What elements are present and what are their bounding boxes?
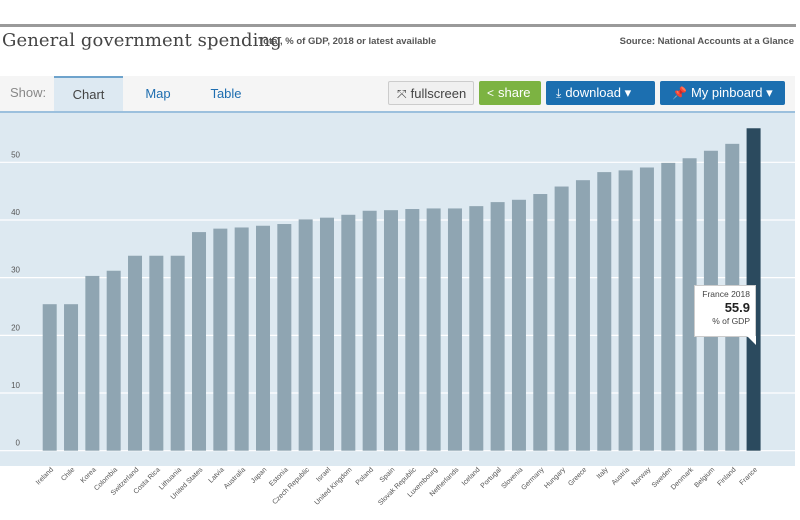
bar-poland[interactable] bbox=[362, 210, 377, 451]
bar-estonia[interactable] bbox=[277, 224, 292, 451]
bar-sweden[interactable] bbox=[661, 162, 676, 451]
page-title: General government spending bbox=[2, 30, 282, 51]
tooltip-pointer bbox=[747, 336, 756, 345]
pin-icon: 📌 bbox=[672, 86, 687, 100]
download-icon: ⤓ bbox=[556, 86, 562, 100]
x-tick-label: Chile bbox=[60, 466, 76, 482]
bar-switzerland[interactable] bbox=[128, 255, 143, 451]
toolbar: Show: Chart Map Table ⤧ fullscreen < share… bbox=[0, 76, 795, 113]
bar-australia[interactable] bbox=[234, 227, 249, 451]
bar-korea[interactable] bbox=[85, 275, 100, 451]
x-tick-label: Italy bbox=[596, 466, 610, 480]
bar-japan[interactable] bbox=[256, 225, 270, 451]
tooltip-name: France 2018 bbox=[702, 289, 750, 299]
x-tick-label: Norway bbox=[631, 466, 653, 488]
bar-luxembourg[interactable] bbox=[426, 208, 441, 451]
x-tick-label: United Kingdom bbox=[314, 466, 354, 506]
bar-portugal[interactable] bbox=[490, 202, 505, 451]
y-tick-label: 10 bbox=[11, 381, 20, 390]
tab-table[interactable]: Table bbox=[210, 86, 242, 101]
bar-colombia[interactable] bbox=[106, 270, 121, 451]
bar-iceland[interactable] bbox=[469, 206, 484, 451]
bar-italy[interactable] bbox=[597, 172, 612, 451]
x-tick-label: France bbox=[739, 466, 759, 486]
bar-spain[interactable] bbox=[383, 210, 398, 451]
download-label: download ▾ bbox=[565, 85, 632, 100]
top-rule bbox=[0, 24, 796, 27]
bar-czech-republic[interactable] bbox=[298, 219, 313, 451]
x-tick-label: Belgium bbox=[694, 466, 717, 489]
x-tick-label: Greece bbox=[567, 466, 588, 487]
x-tick-label: Germany bbox=[520, 466, 546, 492]
x-tick-label: Portugal bbox=[480, 466, 504, 490]
bars bbox=[42, 128, 761, 451]
expand-arrows-icon: ⤧ bbox=[397, 87, 407, 101]
bar-israel[interactable] bbox=[319, 217, 334, 451]
bar-denmark[interactable] bbox=[682, 158, 697, 451]
x-tick-label: Denmark bbox=[670, 466, 695, 491]
x-tick-label: Austria bbox=[611, 466, 631, 486]
download-button[interactable]: ⤓ download ▾ bbox=[546, 81, 655, 105]
x-tick-label: Australia bbox=[223, 466, 247, 490]
x-tick-label: Iceland bbox=[461, 466, 482, 487]
x-tick-label: Ireland bbox=[35, 466, 55, 486]
y-axis-ticks: 0 10 20 30 40 50 bbox=[11, 150, 20, 447]
show-label: Show: bbox=[10, 85, 47, 100]
bar-costa-rica[interactable] bbox=[149, 255, 164, 451]
fullscreen-button[interactable]: ⤧ fullscreen bbox=[388, 81, 474, 105]
share-icon: < bbox=[487, 86, 495, 100]
source-note: Source: National Accounts at a Glance bbox=[619, 36, 794, 47]
y-tick-label: 40 bbox=[11, 208, 20, 217]
share-label: share bbox=[498, 85, 531, 100]
bar-germany[interactable] bbox=[533, 194, 548, 451]
bar-slovenia[interactable] bbox=[511, 199, 526, 451]
share-button[interactable]: < share bbox=[479, 81, 541, 105]
fullscreen-label: fullscreen bbox=[410, 86, 467, 101]
x-tick-label: Spain bbox=[379, 466, 397, 484]
bar-norway[interactable] bbox=[639, 167, 654, 451]
tooltip: France 2018 55.9 % of GDP bbox=[694, 285, 756, 345]
bar-latvia[interactable] bbox=[213, 228, 228, 451]
x-tick-label: Japan bbox=[250, 466, 269, 485]
y-tick-label: 30 bbox=[11, 266, 20, 275]
page-subtitle: Total, % of GDP, 2018 or latest availabl… bbox=[258, 36, 437, 47]
x-tick-label: Finland bbox=[716, 466, 737, 487]
x-tick-label: Poland bbox=[355, 466, 375, 486]
x-tick-label: Israel bbox=[315, 466, 332, 483]
x-tick-label: Czech Republic bbox=[271, 466, 311, 506]
bar-slovak-republic[interactable] bbox=[405, 209, 420, 451]
y-tick-label: 0 bbox=[16, 439, 21, 448]
pinboard-button[interactable]: 📌 My pinboard ▾ bbox=[660, 81, 785, 105]
x-tick-label: Korea bbox=[80, 466, 98, 484]
tooltip-unit: % of GDP bbox=[712, 316, 750, 326]
bar-netherlands[interactable] bbox=[447, 208, 462, 451]
bar-austria[interactable] bbox=[618, 170, 633, 451]
bar-greece[interactable] bbox=[575, 180, 590, 451]
bar-ireland[interactable] bbox=[42, 304, 57, 451]
x-axis-labels: Ireland Chile KoreaColombiaSwitzerlandCost… bbox=[35, 466, 759, 507]
bar-hungary[interactable] bbox=[554, 186, 569, 451]
y-tick-label: 20 bbox=[11, 323, 20, 332]
y-tick-label: 50 bbox=[11, 150, 20, 159]
x-tick-label: Slovak Republic bbox=[377, 466, 418, 507]
bar-united-kingdom[interactable] bbox=[341, 214, 356, 451]
tab-chart[interactable]: Chart bbox=[54, 76, 123, 111]
bar-lithuania[interactable] bbox=[170, 255, 185, 451]
x-tick-label: Hungary bbox=[543, 466, 567, 490]
bar-chile[interactable] bbox=[64, 304, 79, 451]
tooltip-value: 55.9 bbox=[724, 300, 750, 315]
bar-united-states[interactable] bbox=[192, 232, 207, 451]
tab-map[interactable]: Map bbox=[145, 86, 171, 101]
pinboard-label: My pinboard ▾ bbox=[690, 85, 773, 100]
x-tick-label: Latvia bbox=[208, 466, 226, 484]
